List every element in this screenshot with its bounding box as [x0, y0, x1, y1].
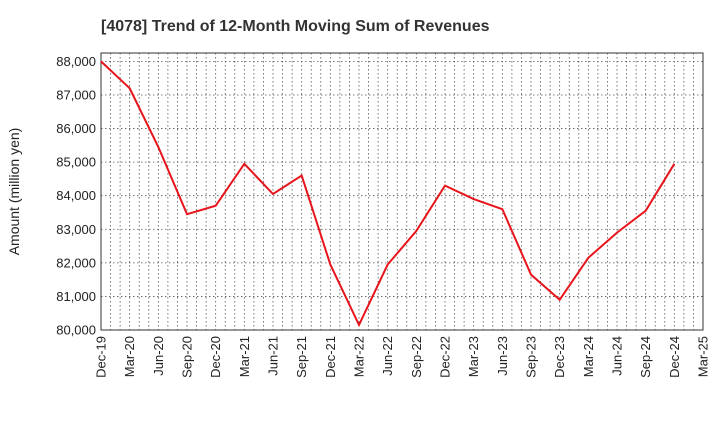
x-tick-label: Dec-23 [552, 336, 567, 378]
x-tick-label: Jun-20 [151, 336, 166, 376]
y-axis: 80,000 81,000 82,000 83,000 84,000 85,000 86,0… [56, 54, 96, 338]
x-tick-label: Dec-19 [94, 336, 109, 378]
x-tick-label: Sep-24 [638, 336, 653, 378]
x-tick-label: Mar-24 [581, 336, 596, 377]
x-tick-label: Jun-24 [610, 336, 625, 376]
x-tick-label: Jun-23 [495, 336, 510, 376]
y-tick-label: 86,000 [56, 121, 96, 136]
x-tick-label: Dec-21 [323, 336, 338, 378]
x-tick-label: Sep-21 [294, 336, 309, 378]
x-tick-label: Mar-25 [696, 336, 711, 377]
x-tick-label: Mar-22 [352, 336, 367, 377]
y-axis-label: Amount (million yen) [6, 128, 22, 256]
series-layer [100, 60, 676, 328]
y-tick-label: 87,000 [56, 87, 96, 102]
series-line [100, 60, 676, 328]
x-tick-label: Dec-22 [438, 336, 453, 378]
x-tick-label: Jun-21 [266, 336, 281, 376]
y-tick-label: 88,000 [56, 54, 96, 69]
plot-area [100, 52, 704, 331]
x-tick-label: Jun-22 [380, 336, 395, 376]
x-tick-label: Mar-23 [466, 336, 481, 377]
y-tick-label: 84,000 [56, 188, 96, 203]
chart-title: [4078] Trend of 12-Month Moving Sum of R… [101, 18, 490, 35]
y-tick-label: 82,000 [56, 255, 96, 270]
x-tick-label: Dec-24 [667, 336, 682, 378]
x-tick-label: Sep-22 [409, 336, 424, 378]
y-tick-label: 80,000 [56, 323, 96, 338]
x-tick-label: Dec-20 [208, 336, 223, 378]
x-tick-label: Sep-23 [524, 336, 539, 378]
y-tick-label: 83,000 [56, 222, 96, 237]
grid [101, 53, 703, 330]
x-tick-label: Mar-21 [237, 336, 252, 377]
x-tick-label: Sep-20 [180, 336, 195, 378]
x-tick-label: Mar-20 [122, 336, 137, 377]
y-tick-label: 81,000 [56, 289, 96, 304]
x-axis: Dec-19 Mar-20 Jun-20 Sep-20 Dec-20 Mar-21 Jun-… [94, 336, 711, 378]
y-tick-label: 85,000 [56, 155, 96, 170]
